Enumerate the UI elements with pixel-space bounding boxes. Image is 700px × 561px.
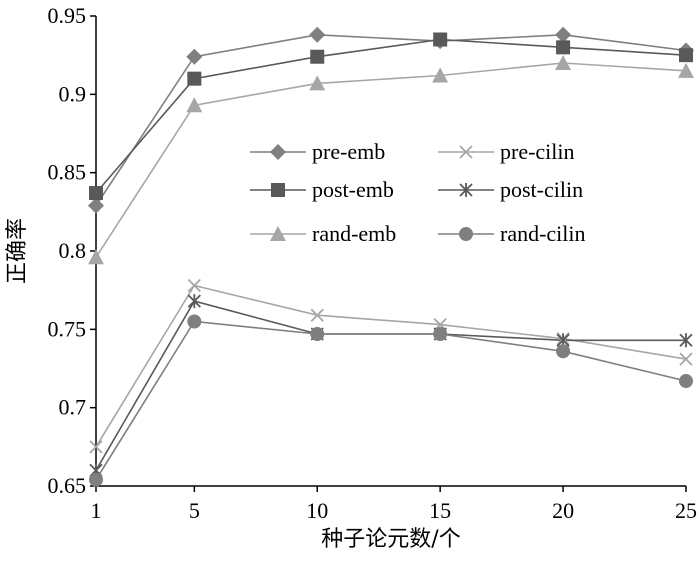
y-tick-label: 0.7	[59, 395, 87, 420]
data-point-post-emb	[679, 48, 693, 63]
data-point-post-emb	[433, 32, 448, 47]
data-point-rand-cilin	[89, 472, 103, 487]
series-lines	[95, 33, 687, 481]
legend-swatch-marker	[271, 183, 285, 197]
data-point-post-cilin	[187, 294, 201, 309]
data-point-rand-cilin	[556, 344, 571, 359]
data-point-post-cilin	[679, 333, 693, 348]
legend-swatch-marker	[459, 145, 473, 159]
data-point-pre-cilin	[679, 352, 693, 366]
legend-label: pre-emb	[312, 139, 385, 164]
y-tick-label: 0.75	[48, 316, 87, 341]
data-point-post-emb	[187, 71, 202, 86]
legend-label: post-cilin	[500, 177, 583, 202]
data-point-rand-emb	[309, 75, 326, 91]
legend-swatch-marker	[459, 183, 473, 197]
y-axis-title: 正确率	[5, 218, 30, 284]
y-tick-label: 0.8	[59, 238, 87, 263]
data-point-post-emb	[556, 40, 571, 55]
x-ticks: 1 5 10 15 20 25	[91, 486, 697, 523]
series-line-pre-emb	[95, 33, 687, 207]
series-line-rand-cilin	[95, 320, 687, 481]
data-point-rand-cilin	[433, 327, 448, 342]
data-point-pre-emb	[186, 48, 203, 65]
legend-item-post-cilin: post-cilin	[438, 177, 583, 202]
data-point-rand-cilin	[679, 374, 693, 389]
y-tick-label: 0.95	[48, 3, 87, 28]
data-point-rand-emb	[678, 62, 694, 78]
x-axis-title: 种子论元数/个	[321, 527, 460, 552]
legend-item-pre-emb: pre-emb	[250, 139, 385, 164]
legend: pre-emb pre-cilin post-emb post-cilin rand-e…	[250, 139, 586, 246]
x-tick-label: 10	[306, 498, 328, 523]
axes	[95, 16, 686, 487]
data-point-pre-emb	[88, 197, 104, 214]
data-point-rand-emb	[186, 97, 203, 113]
x-tick-label: 15	[429, 498, 451, 523]
legend-swatch-marker	[270, 226, 286, 241]
legend-label: post-emb	[312, 177, 394, 202]
data-point-pre-cilin	[89, 440, 103, 454]
y-tick-label: 0.9	[59, 81, 87, 106]
y-ticks: 0.65 0.7 0.75 0.8 0.85 0.9 0.95	[48, 3, 96, 498]
legend-label: rand-cilin	[500, 221, 586, 246]
series-line-rand-emb	[95, 62, 687, 258]
data-point-pre-cilin	[187, 278, 201, 293]
data-point-rand-emb	[88, 249, 104, 265]
data-point-rand-emb	[432, 67, 449, 83]
legend-swatch-marker	[270, 144, 286, 160]
y-tick-label: 0.85	[48, 160, 87, 185]
legend-label: rand-emb	[312, 221, 396, 246]
legend-item-post-emb: post-emb	[250, 177, 394, 202]
series-markers	[88, 26, 694, 487]
legend-swatch-marker	[459, 227, 473, 241]
data-point-pre-emb	[309, 26, 326, 43]
data-point-rand-cilin	[310, 327, 325, 342]
data-point-pre-cilin	[310, 308, 324, 322]
legend-label: pre-cilin	[500, 139, 575, 164]
legend-item-pre-cilin: pre-cilin	[438, 139, 575, 164]
x-tick-label: 5	[189, 498, 200, 523]
x-tick-label: 25	[675, 498, 697, 523]
legend-item-rand-emb: rand-emb	[250, 221, 396, 246]
data-point-rand-emb	[555, 55, 572, 70]
data-point-rand-cilin	[187, 314, 202, 329]
series-line-post-emb	[95, 38, 687, 194]
series-line-pre-cilin	[95, 284, 687, 448]
y-tick-label: 0.65	[48, 473, 87, 498]
legend-item-rand-cilin: rand-cilin	[438, 221, 586, 246]
data-point-post-emb	[89, 186, 103, 201]
x-tick-label: 20	[552, 498, 574, 523]
x-tick-label: 1	[91, 498, 102, 523]
data-point-post-emb	[310, 49, 325, 64]
data-point-pre-emb	[555, 26, 572, 43]
series-line-post-cilin	[95, 300, 686, 471]
